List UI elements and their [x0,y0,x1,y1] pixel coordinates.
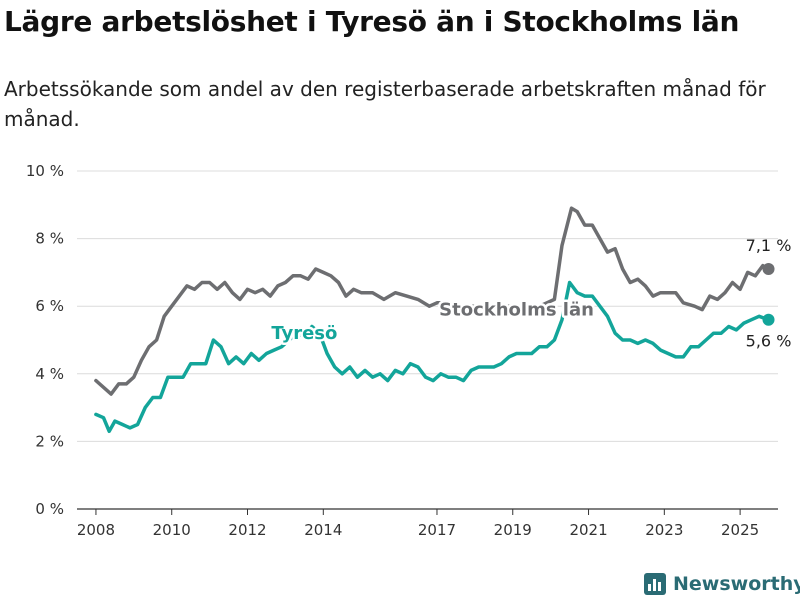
series-line-tyres- [94,280,771,434]
chart-subtitle: Arbetssökande som andel av den registerb… [4,77,766,131]
x-tick-label: 2014 [304,521,342,539]
series-label-stockholms-l-n: Stockholms län [439,300,594,321]
x-tick-label: 2010 [153,521,191,539]
x-tick-label: 2008 [77,521,115,539]
newsworthy-logo[interactable]: Newsworthy [644,570,800,598]
y-tick-label: 4 % [35,365,64,383]
end-point-stockholms-l-n [762,263,775,276]
brand-name: Newsworthy [673,573,800,595]
end-point-tyres- [762,313,775,326]
x-tick-label: 2023 [645,521,683,539]
x-tick-label: 2017 [418,521,456,539]
y-tick-label: 10 % [26,162,64,180]
series-label-tyres-: Tyresö [271,323,337,344]
series-line-stockholms-l-n [94,206,771,396]
bar-chart-icon [644,573,666,595]
end-value-label-stockholms-l-n: 7,1 % [746,236,792,255]
end-value-label-tyres-: 5,6 % [746,332,792,351]
y-tick-label: 6 % [35,297,64,315]
x-tick-label: 2021 [569,521,607,539]
x-tick-label: 2025 [721,521,759,539]
x-tick-label: 2019 [494,521,532,539]
x-tick-label: 2012 [228,521,266,539]
y-tick-label: 2 % [35,432,64,450]
chart-title: Lägre arbetslöshet i Tyresö än i Stockho… [4,5,740,38]
y-tick-label: 0 % [35,500,64,518]
y-tick-label: 8 % [35,230,64,248]
